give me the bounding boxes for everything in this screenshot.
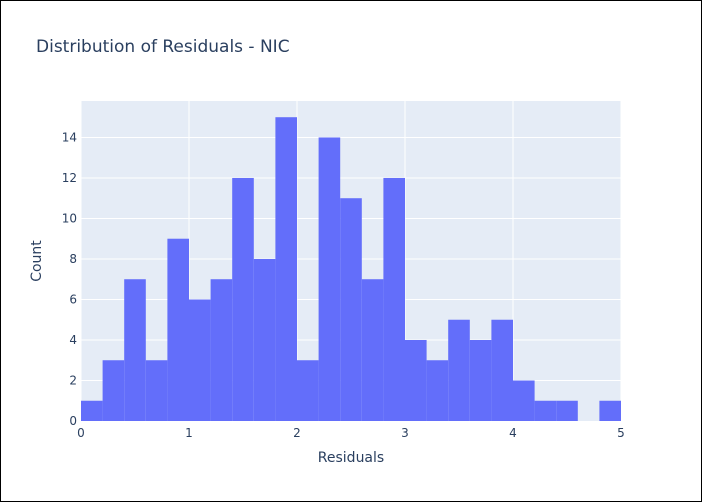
- histogram-bar[interactable]: [513, 380, 535, 421]
- histogram-bar[interactable]: [102, 360, 125, 421]
- histogram-bar[interactable]: [361, 279, 384, 421]
- y-tick-label: 8: [69, 252, 77, 266]
- histogram-bar[interactable]: [383, 177, 405, 421]
- histogram-bar[interactable]: [491, 319, 513, 421]
- histogram-bar[interactable]: [469, 339, 492, 421]
- x-tick-label: 2: [293, 426, 301, 440]
- histogram-bar[interactable]: [167, 238, 189, 421]
- histogram-bar[interactable]: [253, 258, 276, 421]
- histogram-bar[interactable]: [232, 177, 254, 421]
- histogram-bar[interactable]: [556, 400, 578, 421]
- histogram-bar[interactable]: [189, 299, 211, 421]
- histogram-bar[interactable]: [318, 137, 341, 422]
- histogram-bar[interactable]: [599, 400, 621, 421]
- y-tick-label: 14: [62, 130, 77, 144]
- histogram-bar[interactable]: [534, 400, 557, 421]
- y-tick-label: 12: [62, 171, 77, 185]
- histogram-bar[interactable]: [426, 360, 449, 421]
- x-tick-label: 0: [77, 426, 85, 440]
- x-axis-ticks: 0 1 2 3 4 5: [77, 426, 625, 440]
- bars: [81, 117, 621, 422]
- y-axis-ticks: 0 2 4 6 8 10 12 14: [62, 130, 77, 428]
- x-tick-label: 5: [617, 426, 625, 440]
- x-tick-label: 4: [509, 426, 517, 440]
- histogram-bar[interactable]: [210, 279, 233, 421]
- y-tick-label: 6: [69, 292, 77, 306]
- y-axis-title: Count: [29, 240, 45, 282]
- histogram-bar[interactable]: [81, 400, 103, 421]
- histogram-bar[interactable]: [340, 198, 362, 421]
- x-axis-title: Residuals: [318, 450, 384, 466]
- x-tick-label: 3: [401, 426, 409, 440]
- chart-title: Distribution of Residuals - NIC: [36, 37, 290, 57]
- y-tick-label: 10: [62, 211, 77, 225]
- y-tick-label: 4: [69, 333, 77, 347]
- histogram-bar[interactable]: [275, 117, 297, 422]
- histogram-bar[interactable]: [297, 360, 319, 421]
- y-tick-label: 2: [69, 373, 77, 387]
- x-tick-label: 1: [185, 426, 193, 440]
- histogram-bar[interactable]: [124, 279, 146, 421]
- histogram-bar[interactable]: [448, 319, 470, 421]
- y-tick-label: 0: [69, 414, 77, 428]
- histogram-bar[interactable]: [145, 360, 168, 421]
- histogram-bar[interactable]: [405, 339, 427, 421]
